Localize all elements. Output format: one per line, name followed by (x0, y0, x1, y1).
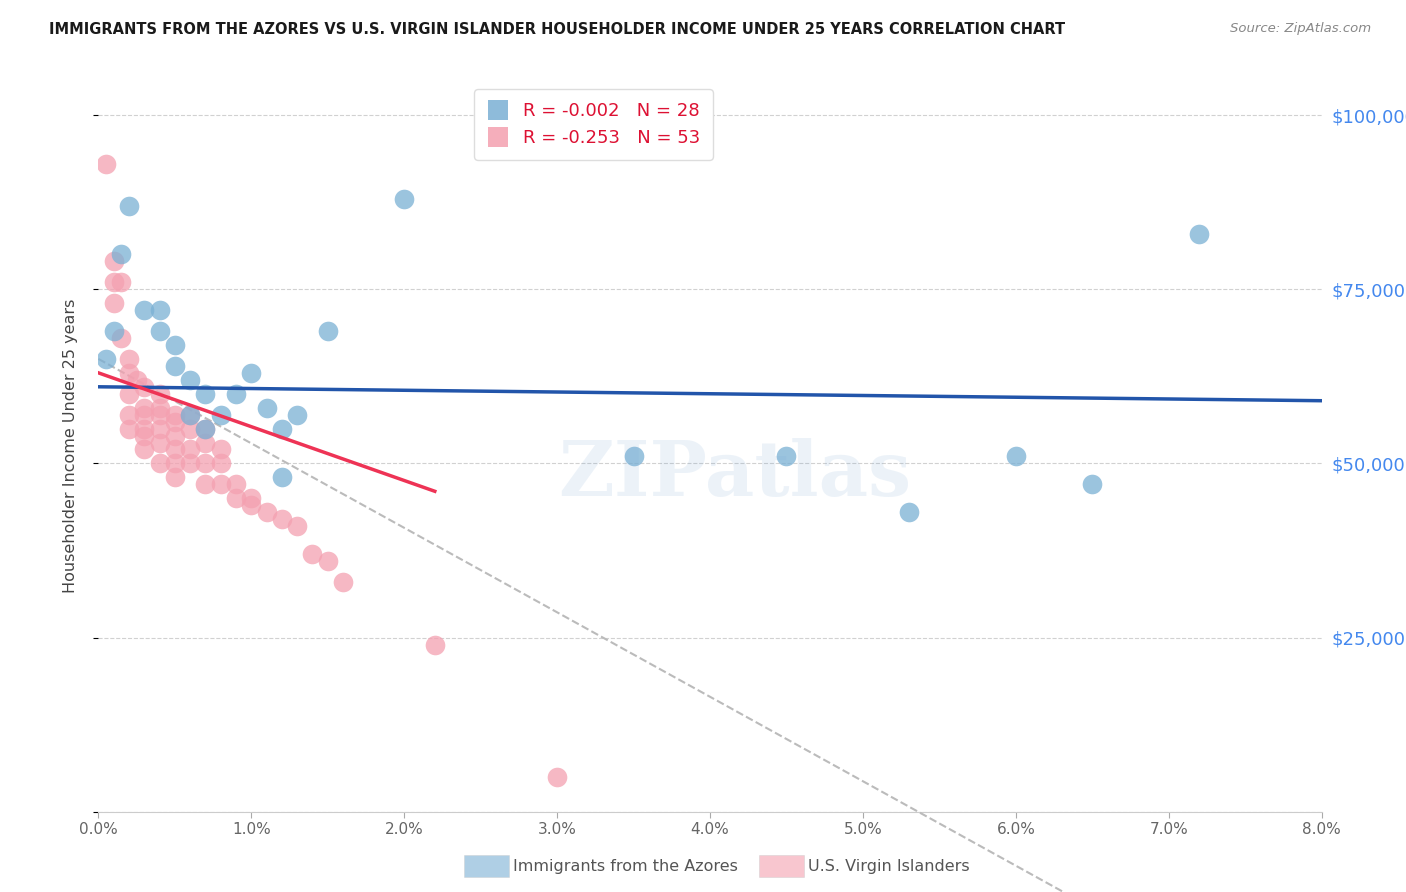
Point (316, 324, 339, 338)
Point (240, 366, 263, 380)
Point (1081, 477, 1104, 491)
Point (270, 421, 294, 435)
Point (134, 428, 156, 442)
Point (316, 554, 339, 568)
Point (225, 477, 247, 491)
Point (163, 408, 186, 422)
Point (118, 199, 141, 213)
Point (179, 408, 201, 422)
Point (270, 512, 294, 526)
Point (163, 470, 186, 484)
Point (209, 477, 232, 491)
Point (149, 324, 172, 338)
Point (134, 303, 156, 318)
Point (110, 247, 132, 261)
Point (209, 442, 232, 457)
Text: IMMIGRANTS FROM THE AZORES VS U.S. VIRGIN ISLANDER HOUSEHOLDER INCOME UNDER 25 Y: IMMIGRANTS FROM THE AZORES VS U.S. VIRGI… (49, 22, 1066, 37)
Text: U.S. Virgin Islanders: U.S. Virgin Islanders (808, 859, 970, 873)
Legend: R = -0.002   N = 28, R = -0.253   N = 53: R = -0.002 N = 28, R = -0.253 N = 53 (474, 89, 713, 160)
Point (194, 421, 217, 435)
Point (270, 470, 294, 484)
Point (775, 450, 797, 464)
Point (179, 373, 201, 387)
Point (194, 457, 217, 471)
Point (163, 338, 186, 352)
Point (134, 442, 156, 457)
Point (149, 421, 172, 435)
Point (240, 491, 263, 506)
Point (125, 373, 148, 387)
Point (118, 386, 141, 401)
Point (94, 157, 117, 171)
Point (118, 421, 141, 435)
Point (897, 505, 920, 519)
Point (149, 435, 172, 450)
Point (118, 408, 141, 422)
Point (285, 408, 308, 422)
Point (256, 505, 278, 519)
Point (546, 770, 568, 784)
Text: Immigrants from the Azores: Immigrants from the Azores (513, 859, 738, 873)
Point (149, 408, 172, 422)
Point (179, 457, 201, 471)
Point (209, 457, 232, 471)
Point (163, 428, 186, 442)
Point (134, 408, 156, 422)
Point (134, 401, 156, 415)
Point (94, 351, 117, 366)
Point (149, 386, 172, 401)
Point (423, 638, 446, 652)
Point (194, 421, 217, 435)
Point (149, 457, 172, 471)
Text: ZIPatlas: ZIPatlas (558, 438, 911, 512)
Point (623, 450, 645, 464)
Point (103, 296, 125, 310)
Point (110, 275, 132, 289)
Point (163, 415, 186, 429)
Point (118, 366, 141, 380)
Point (103, 324, 125, 338)
Point (194, 477, 217, 491)
Y-axis label: Householder Income Under 25 years: Householder Income Under 25 years (63, 299, 77, 593)
Point (256, 401, 278, 415)
Point (134, 380, 156, 394)
Point (149, 303, 172, 318)
Point (301, 547, 323, 561)
Point (110, 331, 132, 345)
Point (149, 401, 172, 415)
Point (163, 457, 186, 471)
Text: Source: ZipAtlas.com: Source: ZipAtlas.com (1230, 22, 1371, 36)
Point (134, 421, 156, 435)
Point (285, 519, 308, 533)
Point (1004, 450, 1026, 464)
Point (163, 442, 186, 457)
Point (392, 192, 416, 206)
Point (240, 498, 263, 512)
Point (163, 359, 186, 373)
Point (179, 442, 201, 457)
Point (103, 254, 125, 268)
Point (225, 386, 247, 401)
Point (179, 408, 201, 422)
Point (194, 435, 217, 450)
Point (179, 421, 201, 435)
Point (332, 574, 354, 589)
Point (1188, 227, 1211, 241)
Point (209, 408, 232, 422)
Point (118, 351, 141, 366)
Point (194, 386, 217, 401)
Point (225, 491, 247, 506)
Point (103, 275, 125, 289)
